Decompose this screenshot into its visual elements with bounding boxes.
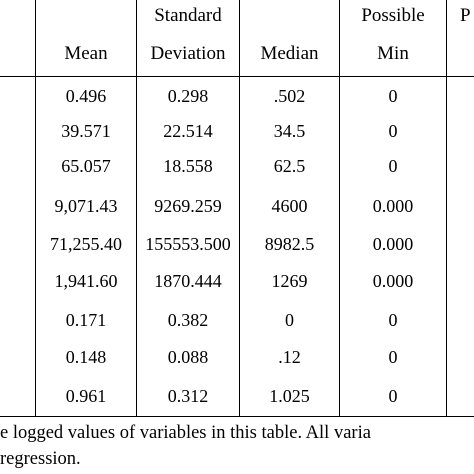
cell-median: 0 bbox=[285, 310, 294, 330]
cell-median: 34.5 bbox=[273, 121, 306, 141]
cell-min: 0.000 bbox=[372, 271, 414, 291]
header-bottom-rule bbox=[0, 76, 474, 77]
table-footnote-line1: e logged values of variables in this tab… bbox=[0, 423, 371, 443]
cell-sd: 0.088 bbox=[167, 347, 209, 367]
cell-mean: 71,255.40 bbox=[50, 234, 122, 254]
cell-median: 4600 bbox=[271, 196, 308, 216]
cell-min: 0 bbox=[388, 121, 398, 141]
cell-sd: 1870.444 bbox=[154, 271, 222, 291]
table-footnote-line2: regression. bbox=[0, 449, 81, 469]
header-min-line1: Possible bbox=[361, 5, 425, 26]
cell-sd: 0.382 bbox=[167, 310, 209, 330]
cell-min: 0 bbox=[388, 156, 398, 176]
cell-mean: 0.496 bbox=[65, 86, 107, 106]
cell-median: 1269 bbox=[271, 271, 308, 291]
header-min-line2: Min bbox=[377, 43, 409, 64]
cell-median: .502 bbox=[273, 86, 306, 106]
header-median: Median bbox=[260, 43, 319, 64]
cell-sd: 0.298 bbox=[167, 86, 209, 106]
cell-mean: 0.171 bbox=[65, 310, 107, 330]
table-bottom-rule bbox=[0, 416, 474, 417]
header-next-partial: P bbox=[460, 5, 471, 26]
cell-mean: 0.148 bbox=[65, 347, 107, 367]
cell-median: 8982.5 bbox=[264, 234, 315, 254]
cell-min: 0.000 bbox=[372, 196, 414, 216]
cell-mean: 65.057 bbox=[61, 156, 111, 176]
column-rule bbox=[136, 0, 137, 416]
cell-min: 0 bbox=[388, 310, 398, 330]
cell-mean: 1,941.60 bbox=[54, 271, 118, 291]
cell-mean: 0.961 bbox=[65, 386, 107, 406]
cell-sd: 155553.500 bbox=[145, 234, 231, 254]
cell-mean: 39.571 bbox=[61, 121, 111, 141]
cell-sd: 18.558 bbox=[163, 156, 213, 176]
header-sd-line2: Deviation bbox=[150, 43, 226, 64]
column-rule bbox=[446, 0, 447, 416]
header-sd-line1: Standard bbox=[154, 5, 222, 26]
header-mean: Mean bbox=[64, 43, 108, 64]
column-rule bbox=[239, 0, 240, 416]
cell-sd: 22.514 bbox=[163, 121, 213, 141]
cell-min: 0 bbox=[388, 347, 398, 367]
cell-median: .12 bbox=[278, 347, 301, 367]
cell-mean: 9,071.43 bbox=[54, 196, 118, 216]
cell-min: 0 bbox=[388, 386, 398, 406]
cell-sd: 9269.259 bbox=[154, 196, 222, 216]
cell-min: 0 bbox=[388, 86, 398, 106]
column-rule bbox=[339, 0, 340, 416]
column-rule bbox=[35, 0, 36, 416]
cell-median: 1.025 bbox=[269, 386, 310, 406]
cell-sd: 0.312 bbox=[167, 386, 209, 406]
cell-min: 0.000 bbox=[372, 234, 414, 254]
cell-median: 62.5 bbox=[273, 156, 306, 176]
